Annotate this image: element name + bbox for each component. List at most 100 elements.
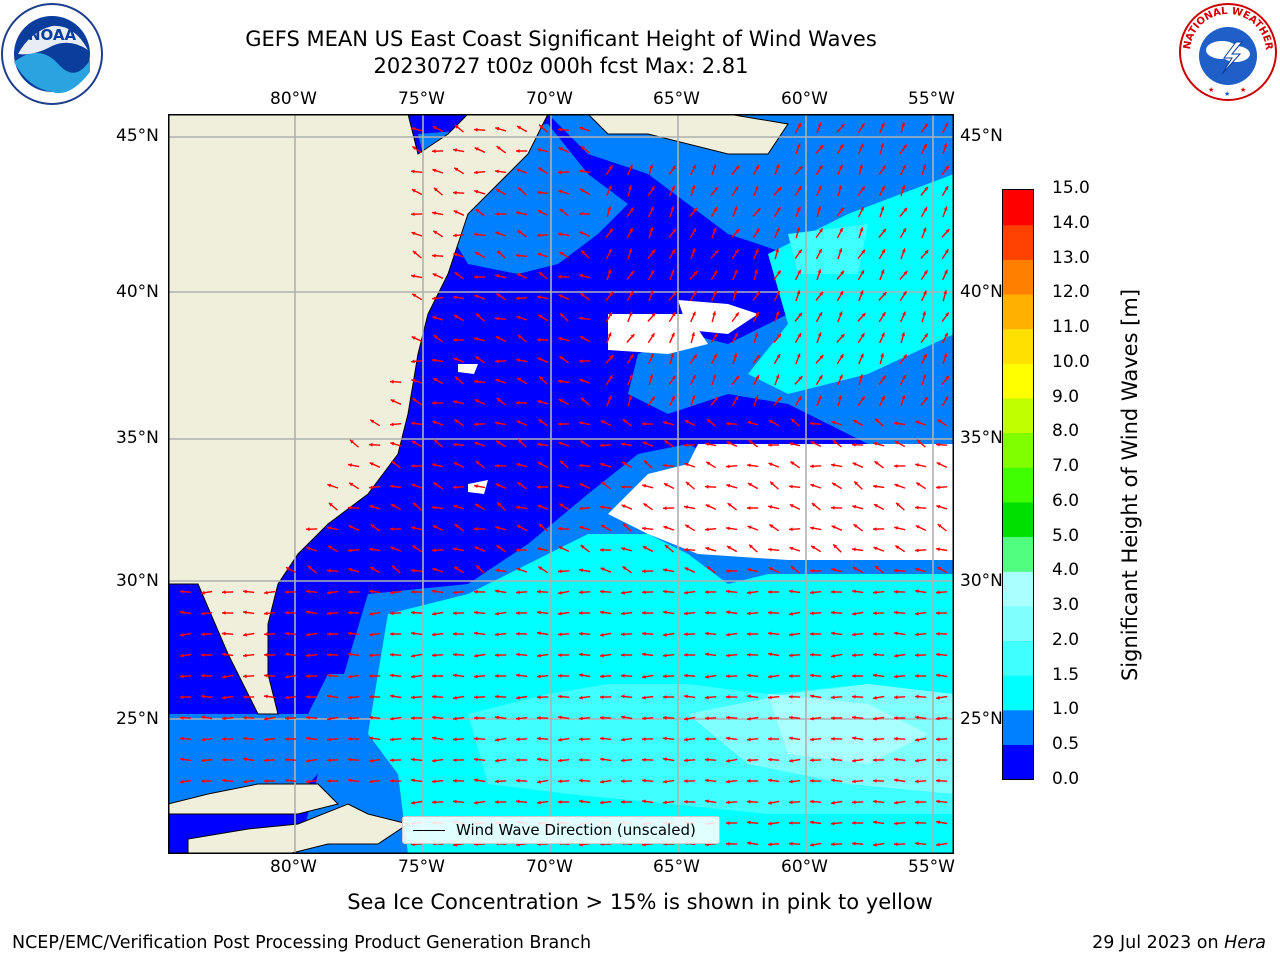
wave-arrow-head [692,164,696,169]
wave-arrow-head [943,290,947,295]
wave-arrow-head [817,206,821,211]
wave-arrow-head [327,652,331,657]
wave-arrow-head [735,165,739,170]
wave-arrow-head [628,395,632,400]
wave-arrow-head [672,228,676,233]
wave-arrow-head [474,399,479,403]
wave-arrow-head [651,396,655,401]
wave-arrow-head [537,589,541,594]
wave-arrow-head [537,190,541,195]
wave-arrow-head [874,461,879,465]
wave-arrow-head [755,375,759,380]
wave-arrow-head [839,144,844,149]
wave-arrow-head [474,716,478,720]
wave-arrow-head [768,737,772,741]
wave-arrow-head [495,758,499,763]
wave-arrow-head [747,820,751,825]
wave-arrow-head [838,311,843,316]
wave-arrow-head [915,632,919,637]
wave-arrow-head [474,610,478,615]
wave-arrow-head [453,652,457,657]
wave-arrow-head [915,820,919,825]
lon-label-bottom: 75°W [398,857,445,877]
wave-arrow-head [390,673,394,678]
lon-label-bottom: 55°W [908,857,955,877]
wave-arrow-head [705,631,709,636]
wave-arrow-head [901,332,905,337]
wave-arrow-head [579,126,584,131]
wave-arrow-head [922,227,927,232]
wave-arrow-head [475,209,480,213]
wave-arrow-head [852,567,857,571]
lon-label-top: 80°W [270,89,317,109]
wave-arrow-head [180,715,184,720]
wave-arrow-head [644,460,648,465]
wave-arrow-head [840,207,844,212]
wave-arrow-head [915,463,919,467]
wave-arrow-head [579,525,584,530]
wave-arrow-head [705,442,709,446]
wave-arrow-head [432,211,436,215]
wave-arrow-head [453,799,457,804]
wave-arrow-head [852,505,857,509]
wave-arrow-head [831,631,835,636]
colorbar-tick-label: 10.0 [1052,351,1090,372]
wave-arrow-head [663,715,667,720]
wave-arrow-head [453,462,458,466]
wave-arrow-head [327,694,331,699]
wave-arrow-head [579,799,583,804]
wave-arrow-head [685,481,690,486]
wave-arrow-head [600,757,604,762]
wave-arrow-head [432,548,436,553]
wave-arrow-head [852,779,856,784]
wave-arrow-head [516,296,520,301]
wave-arrow-head [495,589,499,594]
colorbar-tick-label: 13.0 [1052,247,1090,268]
wave-arrow-head [411,590,415,594]
wave-arrow-head [579,758,583,762]
wave-arrow-head [831,590,835,594]
wave-arrow-head [714,396,718,401]
wave-arrow-head [432,632,436,637]
wave-arrow-head [663,632,667,637]
legend-label: Wind Wave Direction (unscaled) [456,821,696,839]
wave-arrow-head [474,189,479,194]
wave-arrow-head [873,737,877,742]
wave-arrow-head [768,567,773,571]
wave-arrow-head [915,737,919,742]
svg-text:★: ★ [1224,90,1230,98]
wave-arrow-head [327,590,331,595]
wave-arrow-head [348,548,352,553]
wave-arrow-head [600,610,604,615]
wave-arrow-head [726,441,731,445]
colorbar-tick-label: 1.0 [1052,699,1080,720]
wave-arrow-head [621,611,625,616]
wave-arrow-head [810,673,814,678]
wave-arrow-head [936,758,940,762]
wave-arrow-head [873,820,877,825]
colorbar-tick-label: 8.0 [1052,421,1080,442]
wave-arrow-head [714,333,718,338]
wave-arrow-head [649,227,654,232]
wave-arrow-head [306,527,310,532]
wave-arrow-head [495,568,499,573]
wave-arrow-head [833,544,838,549]
wave-arrow-head [608,248,612,253]
wave-arrow-head [798,166,803,170]
wave-arrow-head [433,378,437,382]
wave-arrow-head [537,695,541,700]
wave-arrow-head [327,758,331,763]
wave-arrow-head [747,525,752,530]
wave-arrow-head [496,293,501,298]
wave-arrow-head [671,249,675,254]
wave-arrow-head [747,420,752,425]
wave-arrow-head [327,632,331,636]
wave-arrow-head [474,294,479,299]
wave-arrow-head [348,590,352,594]
wave-arrow-head [915,779,919,784]
wave-arrow-head [243,757,247,762]
wave-arrow-head [839,227,843,232]
wave-arrow-head [243,736,247,741]
wave-arrow-head [348,463,352,467]
wave-arrow-head [180,695,184,699]
